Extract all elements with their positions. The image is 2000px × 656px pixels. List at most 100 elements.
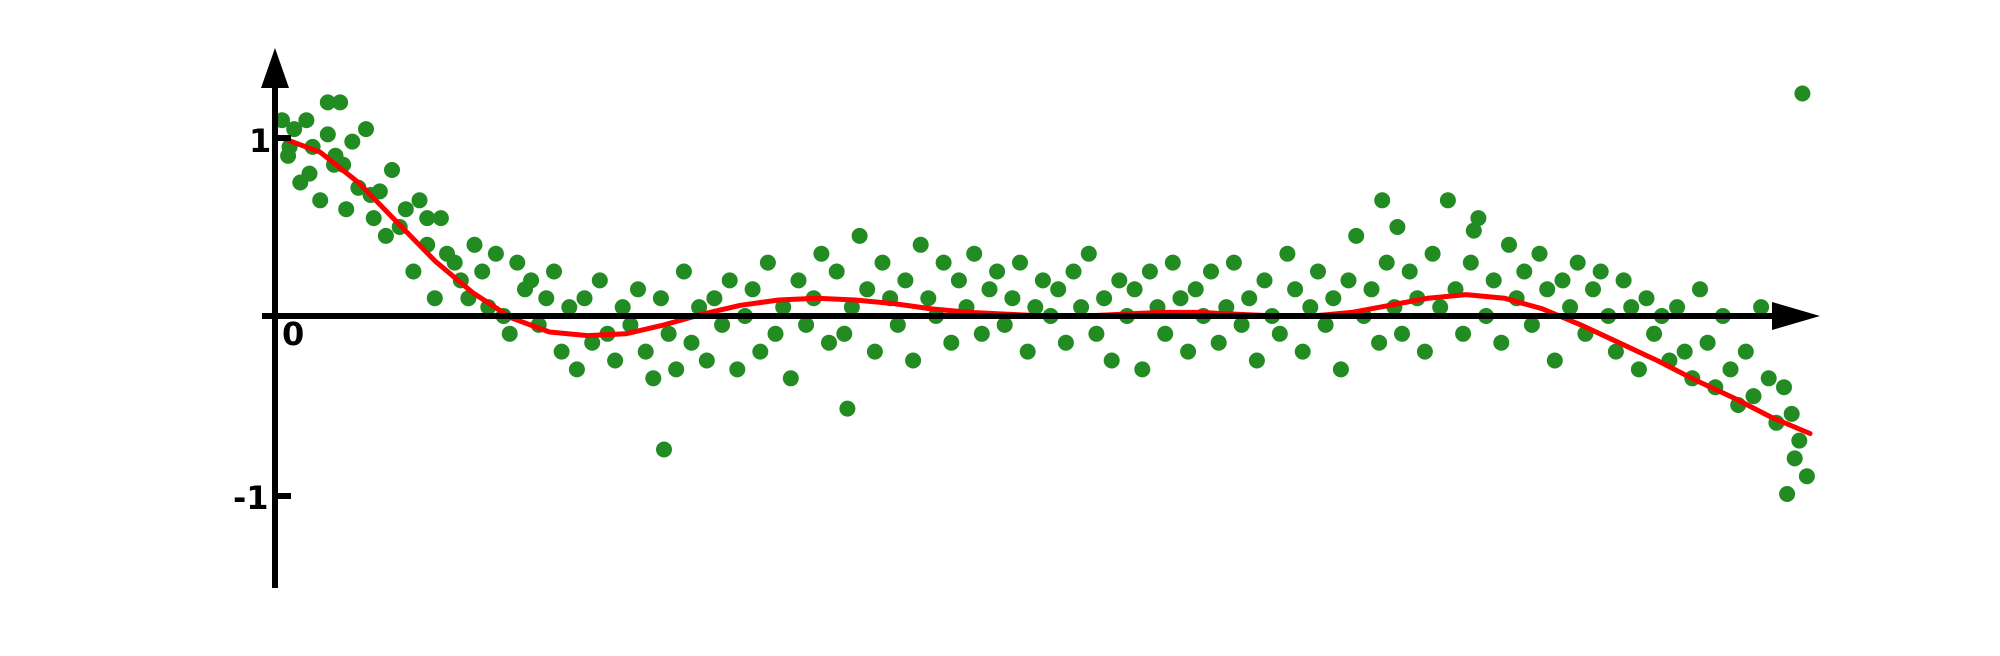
data-point [344,133,361,150]
data-point [1248,352,1265,369]
data-point [759,254,776,271]
data-point [782,370,799,387]
data-point [729,361,746,378]
data-point [1516,263,1533,280]
data-point [332,94,349,111]
data-point [1378,254,1395,271]
data-point [1080,245,1097,262]
data-point [1646,325,1663,342]
data-point [874,254,891,271]
data-point [989,263,1006,280]
data-point [839,400,856,417]
data-point [466,236,483,253]
data-point [501,325,518,342]
data-point [1073,299,1090,316]
data-point [698,352,715,369]
data-point [487,245,504,262]
data-point [859,281,876,298]
data-point [1256,272,1273,289]
data-point [1019,343,1036,360]
data-point [920,290,937,307]
data-point [1485,272,1502,289]
data-point [426,290,443,307]
data-point [1057,334,1074,351]
data-point [365,210,382,227]
data-point [1348,227,1365,244]
data-point [813,245,830,262]
data-point [1401,263,1418,280]
data-point [298,112,315,129]
data-point [645,370,662,387]
data-point [1791,432,1808,449]
data-point [1470,210,1487,227]
data-point [691,299,708,316]
data-point [1157,325,1174,342]
data-point [1187,281,1204,298]
data-point [1722,361,1739,378]
data-point [1554,272,1571,289]
data-point [1531,245,1548,262]
data-point [1416,343,1433,360]
data-point [1638,290,1655,307]
data-point [889,316,906,333]
data-point [828,263,845,280]
data-point [474,263,491,280]
data-point [752,343,769,360]
data-point [1111,272,1128,289]
data-point [1126,281,1143,298]
data-point [1394,325,1410,342]
data-point [1225,254,1242,271]
data-point [775,299,792,316]
data-point [1279,245,1296,262]
data-point [312,192,329,209]
y-axis-arrowhead [261,48,289,88]
data-point [1615,272,1632,289]
data-point [843,299,860,316]
data-point [1310,263,1326,280]
data-point [1465,222,1482,239]
data-point [1050,281,1067,298]
data-point [1294,343,1311,360]
data-point [767,325,784,342]
data-point [821,334,837,351]
data-point [568,361,585,378]
data-point [943,334,960,351]
data-point [1786,450,1803,467]
data-point [411,192,428,209]
data-point [706,290,723,307]
data-point [1389,219,1406,235]
data-point [637,343,654,360]
data-point [1562,299,1579,316]
data-point [1737,343,1754,360]
data-point [1340,272,1357,289]
data-point [1180,343,1197,360]
data-point [1004,290,1021,307]
data-point [1776,379,1792,396]
data-point [1096,290,1113,307]
data-point [1539,281,1556,298]
data-point [744,281,761,298]
data-point [1233,316,1250,333]
data-point [1065,263,1082,280]
data-point [1134,361,1151,378]
data-point [509,254,526,271]
data-point [851,227,868,244]
data-point [1439,192,1456,209]
data-point [1012,254,1028,271]
axes [261,48,1820,588]
tick-label-y-neg1: -1 [233,479,269,517]
data-point [1592,263,1609,280]
data-point [1034,272,1051,289]
data-point [1172,290,1189,307]
data-point [1287,281,1304,298]
data-point [1798,468,1815,485]
data-point [935,254,952,271]
data-point [553,343,570,360]
data-point [301,165,318,182]
data-point [358,121,374,138]
data-point [584,334,601,351]
data-point [397,201,414,218]
data-point [1271,325,1288,342]
data-point [538,290,555,307]
data-point [319,126,336,143]
